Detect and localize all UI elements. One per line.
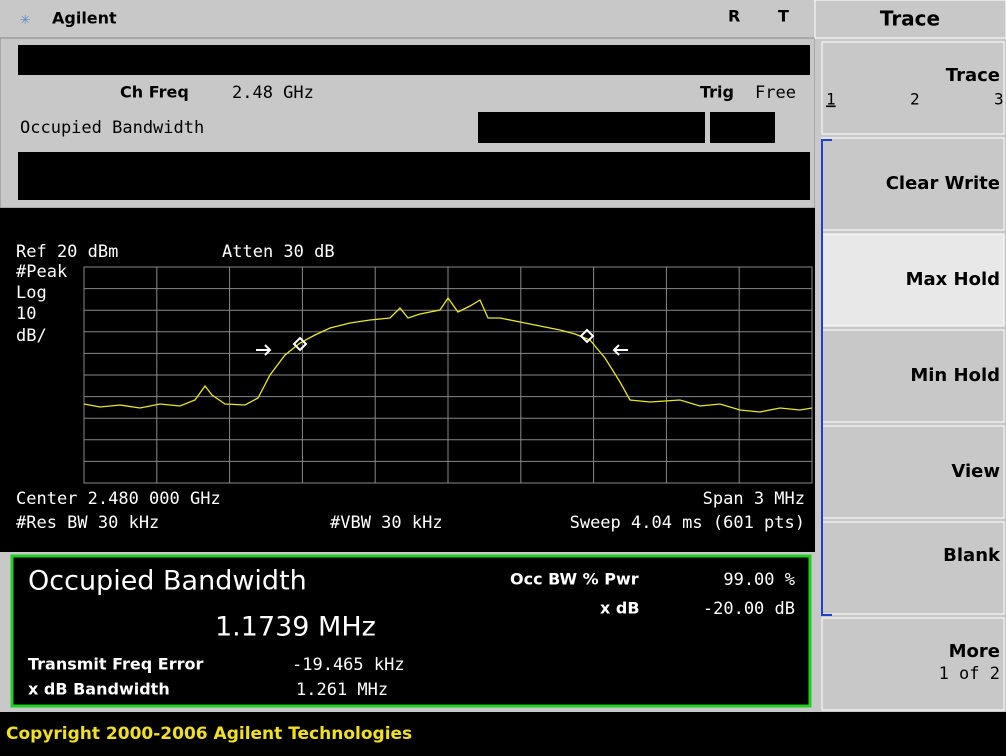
softkey-label: Clear Write <box>886 173 1000 194</box>
res-bw: #Res BW 30 kHz <box>16 513 159 533</box>
softkey-label: More <box>949 641 1000 662</box>
scale-value: 10 <box>16 304 36 324</box>
occ-label: Occ BW % Pwr <box>510 570 639 589</box>
softkey[interactable] <box>821 521 1005 615</box>
xdb-label: x dB <box>600 599 640 618</box>
tfe-label: Transmit Freq Error <box>28 655 204 674</box>
softkey[interactable] <box>821 617 1005 711</box>
trig-label: Trig <box>700 83 734 102</box>
trig-value: Free <box>755 83 796 103</box>
softkey-option: 2 <box>910 90 920 109</box>
detector: #Peak <box>16 262 67 282</box>
message-bar <box>18 152 810 200</box>
softkey[interactable] <box>821 425 1005 519</box>
trace <box>83 296 813 413</box>
status-r: R <box>728 7 740 26</box>
xdbbw-value: 1.261 MHz <box>296 680 388 700</box>
top-bar <box>0 0 815 38</box>
softkey[interactable] <box>821 137 1005 231</box>
results-box <box>10 554 812 708</box>
info-bar <box>18 45 810 75</box>
logo: ✳ <box>20 9 30 29</box>
ch-freq-value: 2.48 GHz <box>232 83 314 103</box>
results-value: 1.1739 MHz <box>215 612 376 643</box>
softkey[interactable] <box>821 329 1005 423</box>
results-title: Occupied Bandwidth <box>28 566 307 597</box>
softkey[interactable] <box>821 41 1005 135</box>
softkey-label: View <box>951 461 1000 482</box>
copyright: Copyright 2000-2006 Agilent Technologies <box>6 724 412 744</box>
xdbbw-label: x dB Bandwidth <box>28 680 170 699</box>
info-box <box>710 112 775 143</box>
menu-title-box <box>814 0 1006 39</box>
softkey-label: Min Hold <box>910 365 1000 386</box>
softkey-label: Trace <box>946 65 1000 86</box>
ref: Ref 20 dBm <box>16 242 118 262</box>
tfe-value: -19.465 kHz <box>292 655 405 675</box>
menu-title: Trace <box>880 7 940 31</box>
markers <box>256 328 628 356</box>
softkey-sub: 1 of 2 <box>939 664 1000 684</box>
softkeys: Trace 1 2 3 Clear Write Max Hold Min Hold View B… <box>821 41 1005 711</box>
info-box <box>478 112 705 143</box>
ch-freq-label: Ch Freq <box>120 83 189 102</box>
softkey-option: 3 <box>994 90 1004 109</box>
scale-unit: dB/ <box>16 326 47 346</box>
bracket <box>821 139 832 616</box>
occ-value: 99.00 % <box>723 570 795 590</box>
graticule <box>83 266 813 484</box>
sweep: Sweep 4.04 ms (601 pts) <box>570 513 805 533</box>
softkey-option: 1 <box>826 90 836 109</box>
footer-bar <box>0 712 1006 756</box>
xdb-value: -20.00 dB <box>703 599 795 619</box>
display <box>0 208 815 552</box>
center: Center 2.480 000 GHz <box>16 489 221 509</box>
atten: Atten 30 dB <box>222 242 335 262</box>
mode: Occupied Bandwidth <box>20 118 204 138</box>
softkey[interactable] <box>821 233 1005 327</box>
status-t: T <box>778 7 789 26</box>
vbw: #VBW 30 kHz <box>330 513 443 533</box>
softkey-label: Max Hold <box>906 269 1000 290</box>
scale-type: Log <box>16 283 47 303</box>
brand: Agilent <box>52 9 117 28</box>
softkey-label: Blank <box>943 545 1001 566</box>
span: Span 3 MHz <box>703 489 805 509</box>
